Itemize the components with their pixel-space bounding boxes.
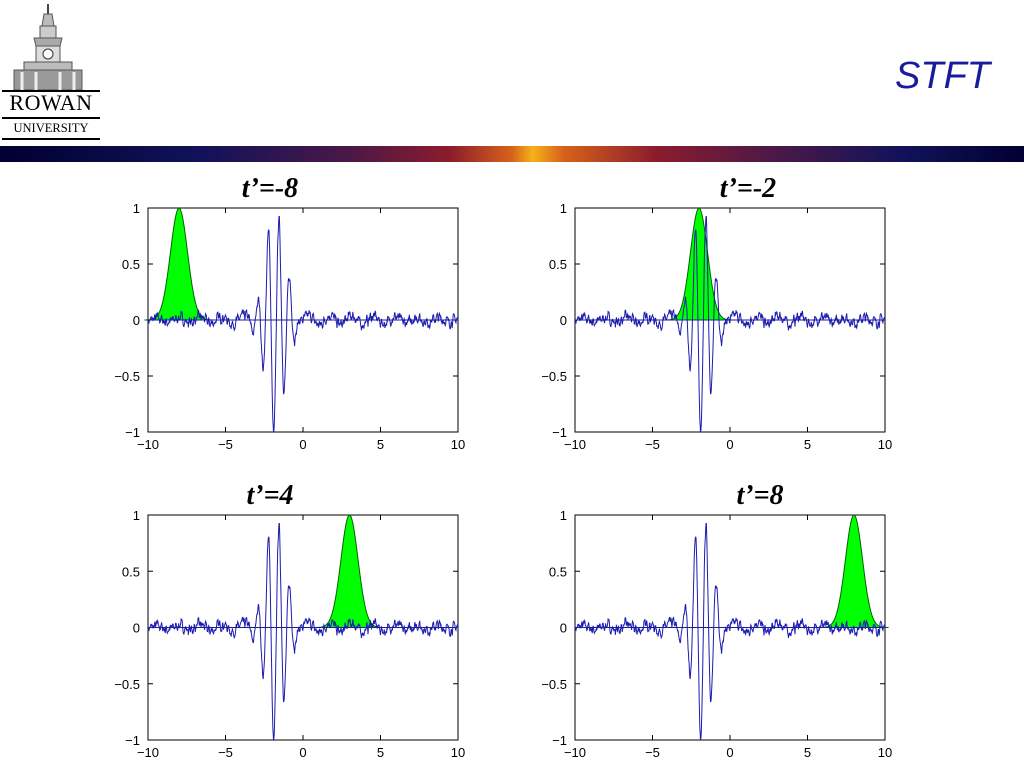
panel-title: t’=8 — [736, 480, 783, 511]
y-tick-label: 0.5 — [122, 257, 140, 272]
header-gradient-bar — [0, 146, 1024, 162]
y-tick-label: 0 — [560, 621, 567, 636]
signal-line — [574, 215, 886, 433]
y-tick-label: 1 — [133, 201, 140, 216]
x-tick-label: −10 — [137, 437, 159, 452]
y-tick-label: 0 — [133, 313, 140, 328]
logo-subtitle: UNIVERSITY — [13, 121, 89, 135]
x-tick-label: 5 — [377, 437, 384, 452]
y-tick-label: −1 — [125, 733, 140, 748]
logo-rule-top — [2, 90, 100, 92]
y-tick-label: 1 — [560, 201, 567, 216]
x-tick-label: 0 — [299, 437, 306, 452]
x-tick-label: −5 — [645, 745, 660, 760]
signal-line — [147, 523, 459, 741]
y-tick-label: 1 — [133, 508, 140, 523]
y-tick-label: −1 — [552, 425, 567, 440]
signal-line — [574, 523, 886, 741]
signal-line — [147, 215, 459, 433]
y-tick-label: 0 — [133, 621, 140, 636]
x-tick-label: −10 — [564, 745, 586, 760]
y-tick-label: −0.5 — [114, 369, 140, 384]
stft-panel-1: t’=-8 −10 −5 0 5 10 1 0.5 0 −0.5 −1 — [114, 173, 465, 452]
y-tick-label: 0.5 — [122, 564, 140, 579]
y-tick-label: −0.5 — [114, 677, 140, 692]
y-tick-label: 1 — [560, 508, 567, 523]
panel-title: t’=-2 — [720, 173, 776, 204]
x-tick-label: 5 — [804, 437, 811, 452]
stft-panel-3: t’=4 −10 −5 0 5 10 1 0.5 0 −0.5 −1 — [114, 480, 465, 760]
logo-rule-bottom — [2, 138, 100, 140]
y-tick-label: −1 — [125, 425, 140, 440]
x-tick-label: 0 — [726, 437, 733, 452]
y-tick-label: 0.5 — [549, 564, 567, 579]
x-tick-label: 5 — [804, 745, 811, 760]
y-tick-label: −0.5 — [541, 677, 567, 692]
slide-title: STFT — [895, 55, 990, 97]
x-tick-label: −10 — [564, 437, 586, 452]
logo-rule-middle — [2, 117, 100, 119]
stft-panel-4: t’=8 −10 −5 0 5 10 1 0.5 0 −0.5 −1 — [541, 480, 892, 760]
panel-title: t’=-8 — [242, 173, 298, 204]
x-tick-label: 10 — [878, 437, 892, 452]
rowan-university-logo: ROWAN UNIVERSITY — [0, 0, 104, 146]
x-tick-label: −10 — [137, 745, 159, 760]
x-tick-label: −5 — [218, 745, 233, 760]
x-tick-label: 10 — [878, 745, 892, 760]
logo-wordmark: ROWAN — [9, 90, 93, 115]
x-tick-label: 10 — [451, 745, 465, 760]
x-tick-label: 0 — [299, 745, 306, 760]
x-tick-label: 0 — [726, 745, 733, 760]
y-tick-label: −0.5 — [541, 369, 567, 384]
panel-title: t’=4 — [246, 480, 293, 511]
analysis-window — [819, 514, 889, 628]
stft-panel-2: t’=-2 −10 −5 0 5 10 1 0.5 0 −0.5 −1 — [541, 173, 892, 452]
x-tick-label: −5 — [645, 437, 660, 452]
x-tick-label: 10 — [451, 437, 465, 452]
y-tick-label: −1 — [552, 733, 567, 748]
clock-tower-icon — [13, 4, 83, 91]
y-tick-label: 0.5 — [549, 257, 567, 272]
y-tick-label: 0 — [560, 313, 567, 328]
x-tick-label: −5 — [218, 437, 233, 452]
x-tick-label: 5 — [377, 745, 384, 760]
